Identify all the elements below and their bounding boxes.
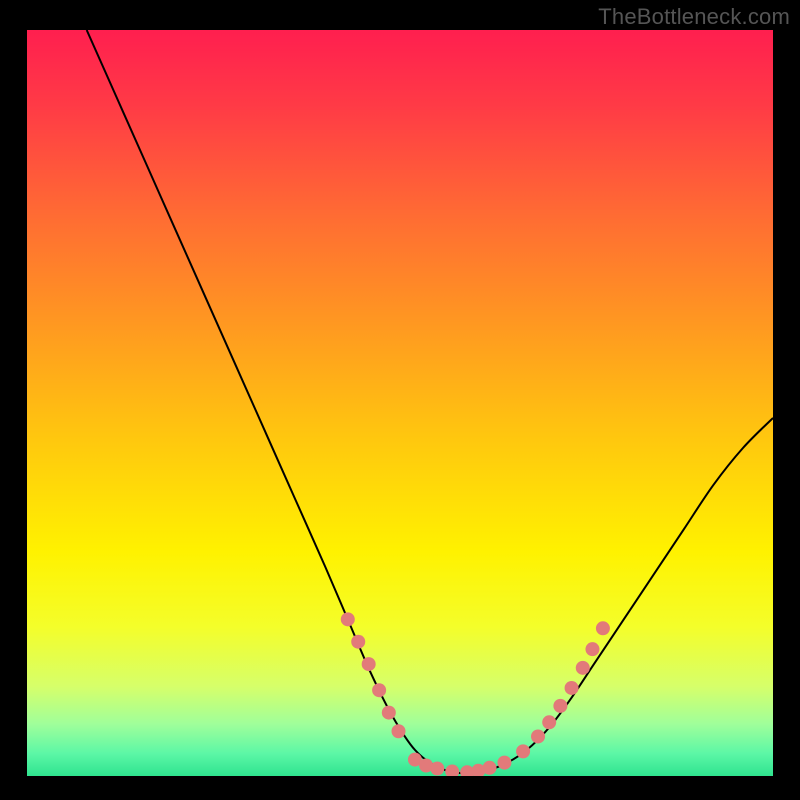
bottleneck-chart bbox=[0, 0, 800, 800]
highlight-dot bbox=[585, 642, 599, 656]
highlight-dot bbox=[553, 699, 567, 713]
watermark-text: TheBottleneck.com bbox=[598, 4, 790, 30]
highlight-dot bbox=[576, 661, 590, 675]
highlight-dot bbox=[531, 729, 545, 743]
highlight-dot bbox=[497, 756, 511, 770]
highlight-dot bbox=[596, 621, 610, 635]
highlight-dot bbox=[516, 744, 530, 758]
highlight-dot bbox=[542, 715, 556, 729]
highlight-dot bbox=[362, 657, 376, 671]
highlight-dot bbox=[483, 761, 497, 775]
highlight-dot bbox=[382, 706, 396, 720]
highlight-dot bbox=[392, 724, 406, 738]
highlight-dot bbox=[351, 635, 365, 649]
highlight-dot bbox=[372, 683, 386, 697]
highlight-dot bbox=[430, 762, 444, 776]
highlight-dot bbox=[565, 681, 579, 695]
plot-background bbox=[27, 30, 773, 776]
chart-frame: TheBottleneck.com bbox=[0, 0, 800, 800]
highlight-dot bbox=[445, 765, 459, 779]
highlight-dot bbox=[341, 612, 355, 626]
